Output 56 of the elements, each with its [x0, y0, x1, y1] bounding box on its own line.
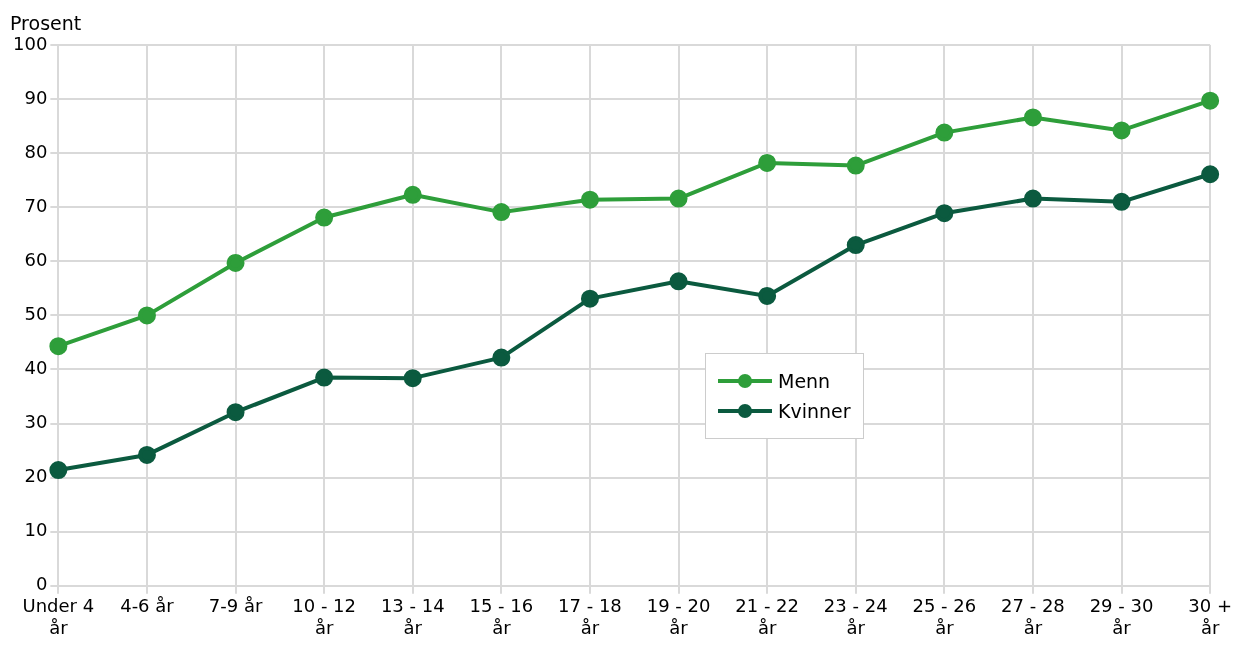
point [935, 123, 954, 142]
point [226, 403, 245, 422]
y-tick-label: 80 [24, 140, 48, 162]
x-tick-label: 27 - 28 år [1001, 595, 1065, 638]
point [580, 289, 599, 308]
point [935, 204, 954, 223]
y-tick-label: 100 [13, 32, 48, 54]
point [669, 272, 688, 291]
point [137, 306, 156, 325]
x-tick-label: 17 - 18 år [558, 595, 622, 638]
point [846, 236, 865, 255]
point [315, 208, 334, 227]
x-tick-label: 23 - 24 år [823, 595, 888, 638]
point [758, 286, 777, 305]
point [492, 348, 511, 367]
point [403, 369, 422, 388]
y-tick-label: 40 [24, 357, 48, 379]
point [669, 189, 688, 208]
point [1112, 121, 1131, 140]
x-tick-label: 29 - 30 år [1089, 595, 1154, 638]
point [1023, 189, 1042, 208]
legend-label: Kvinner [778, 400, 851, 422]
point [1023, 108, 1042, 127]
point [137, 445, 156, 464]
x-tick-label: 10 - 12 år [292, 595, 357, 638]
y-tick-label: 10 [24, 519, 48, 541]
y-tick-label: 90 [24, 86, 48, 108]
y-tick-label: 50 [24, 303, 48, 325]
point [1201, 165, 1220, 184]
legend-label: Menn [778, 370, 831, 392]
point [846, 156, 865, 175]
point [226, 253, 245, 272]
x-tick-label: 4-6 år [120, 595, 175, 617]
y-tick-label: 0 [35, 573, 48, 595]
y-tick-label: 70 [24, 194, 48, 216]
point [49, 337, 68, 356]
x-tick-label: 13 - 14 år [380, 595, 445, 638]
x-tick-label: 19 - 20 år [646, 595, 711, 638]
x-tick-label: 15 - 16 år [469, 595, 534, 638]
point [492, 203, 511, 222]
x-tick-label: 21 - 22 år [735, 595, 800, 638]
x-tick-label: 30 + år [1188, 595, 1233, 638]
point [758, 153, 777, 172]
y-tick-label: 30 [24, 411, 48, 433]
x-tick-label: Under 4 år [22, 595, 95, 638]
y-tick-label: 60 [24, 248, 48, 270]
point [1201, 91, 1220, 110]
x-tick-label: 25 - 26 år [912, 595, 977, 638]
point [403, 185, 422, 204]
point [49, 461, 68, 480]
point [1112, 192, 1131, 211]
point [315, 368, 334, 387]
x-tick-label: 7-9 år [208, 595, 263, 617]
y-tick-label: 20 [24, 465, 48, 487]
point [580, 190, 599, 209]
y-axis-title: Prosent [10, 12, 82, 34]
